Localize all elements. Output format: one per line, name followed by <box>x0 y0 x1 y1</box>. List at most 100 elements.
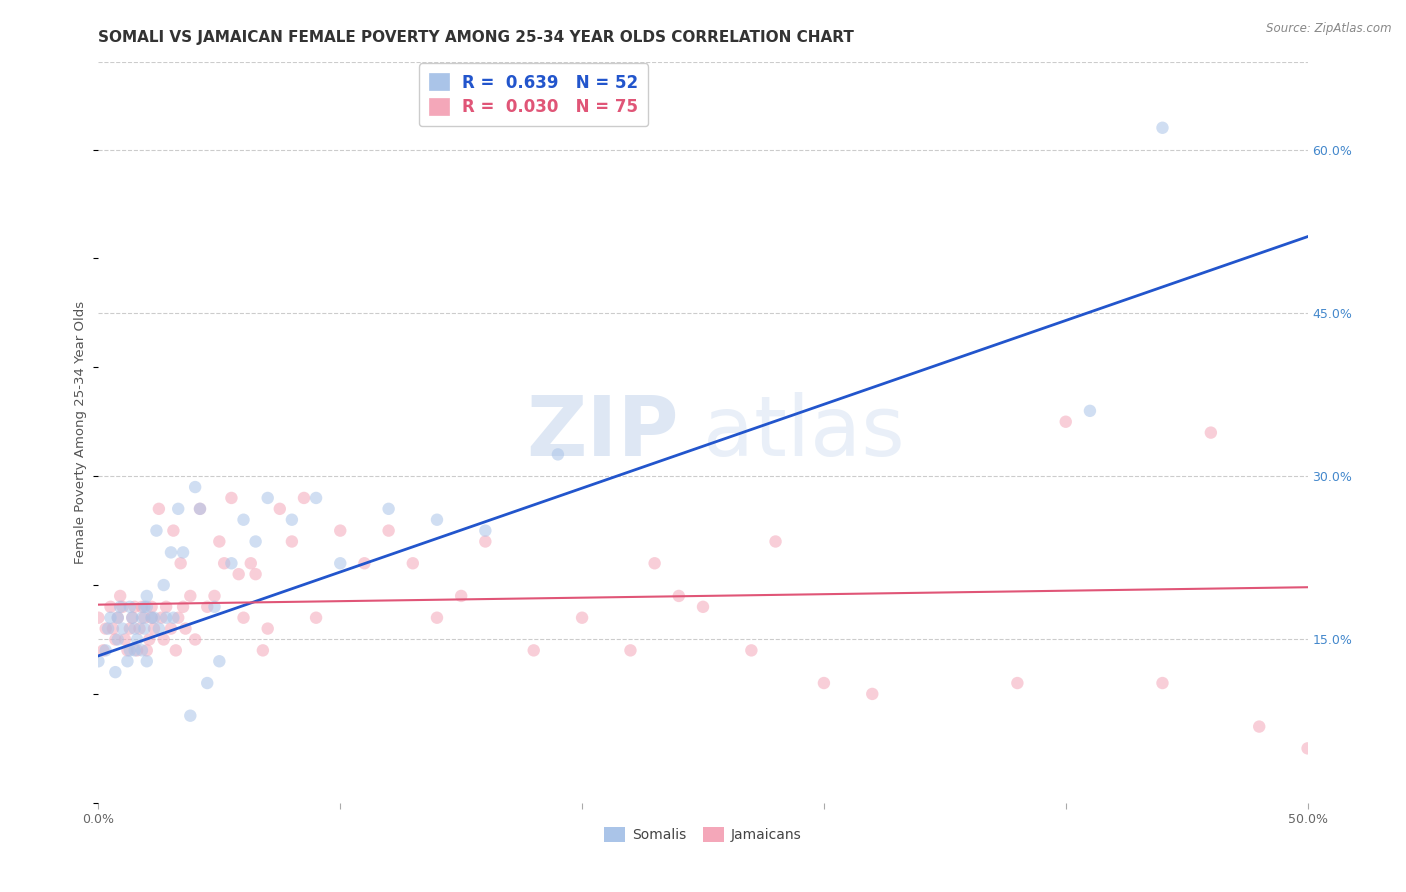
Point <box>107 611 129 625</box>
Point <box>141 611 163 625</box>
Point <box>547 447 569 461</box>
Point <box>97 622 120 636</box>
Point <box>1054 415 1077 429</box>
Point <box>172 599 194 614</box>
Point <box>204 599 226 614</box>
Point <box>329 556 352 570</box>
Point <box>124 599 146 614</box>
Point <box>131 643 153 657</box>
Point <box>204 589 226 603</box>
Point <box>167 501 190 516</box>
Text: ZIP: ZIP <box>526 392 679 473</box>
Point <box>252 643 274 657</box>
Point <box>221 491 243 505</box>
Point <box>1199 425 1222 440</box>
Point <box>1296 741 1319 756</box>
Point <box>305 611 328 625</box>
Point <box>212 556 235 570</box>
Legend: Somalis, Jamaicans: Somalis, Jamaicans <box>599 822 807 847</box>
Point <box>134 599 156 614</box>
Point <box>179 589 201 603</box>
Point <box>121 611 143 625</box>
Point <box>107 632 129 647</box>
Point <box>179 708 201 723</box>
Point <box>111 599 134 614</box>
Point <box>117 643 139 657</box>
Point <box>124 643 146 657</box>
Point <box>644 556 666 570</box>
Point <box>208 654 231 668</box>
Point <box>87 654 110 668</box>
Point <box>668 589 690 603</box>
Point <box>108 589 131 603</box>
Point <box>740 643 762 657</box>
Text: atlas: atlas <box>703 392 904 473</box>
Point <box>94 643 117 657</box>
Point <box>1078 404 1101 418</box>
Point <box>195 676 218 690</box>
Point <box>165 643 187 657</box>
Point <box>426 611 449 625</box>
Point <box>184 480 207 494</box>
Point <box>135 654 157 668</box>
Point <box>692 599 714 614</box>
Point <box>174 622 197 636</box>
Point <box>1249 720 1271 734</box>
Point <box>152 578 174 592</box>
Point <box>813 676 835 690</box>
Point <box>152 632 174 647</box>
Point <box>87 611 110 625</box>
Point <box>160 545 183 559</box>
Point <box>160 622 183 636</box>
Point <box>188 501 211 516</box>
Point <box>281 534 304 549</box>
Point <box>91 643 114 657</box>
Point <box>169 556 191 570</box>
Point <box>155 611 177 625</box>
Point <box>765 534 787 549</box>
Point <box>619 643 641 657</box>
Point <box>377 524 399 538</box>
Point <box>134 611 156 625</box>
Point <box>107 611 129 625</box>
Point <box>269 501 291 516</box>
Point <box>256 622 278 636</box>
Point <box>402 556 425 570</box>
Point <box>256 491 278 505</box>
Point <box>118 622 141 636</box>
Point <box>474 524 496 538</box>
Point <box>141 599 163 614</box>
Point <box>114 632 136 647</box>
Y-axis label: Female Poverty Among 25-34 Year Olds: Female Poverty Among 25-34 Year Olds <box>73 301 87 564</box>
Point <box>281 513 304 527</box>
Point <box>860 687 883 701</box>
Point <box>329 524 352 538</box>
Point <box>184 632 207 647</box>
Point <box>1152 120 1174 135</box>
Point <box>353 556 375 570</box>
Point <box>162 524 184 538</box>
Point <box>104 665 127 680</box>
Point <box>523 643 546 657</box>
Point <box>121 611 143 625</box>
Point <box>118 643 141 657</box>
Point <box>426 513 449 527</box>
Point <box>141 611 163 625</box>
Point <box>135 589 157 603</box>
Point <box>162 611 184 625</box>
Point <box>104 632 127 647</box>
Point <box>155 599 177 614</box>
Point <box>143 622 166 636</box>
Point <box>111 622 134 636</box>
Point <box>135 643 157 657</box>
Point <box>245 534 267 549</box>
Point <box>127 632 149 647</box>
Point <box>474 534 496 549</box>
Point <box>94 622 117 636</box>
Point <box>131 611 153 625</box>
Point <box>138 632 160 647</box>
Point <box>450 589 472 603</box>
Point <box>127 643 149 657</box>
Point <box>188 501 211 516</box>
Point <box>305 491 328 505</box>
